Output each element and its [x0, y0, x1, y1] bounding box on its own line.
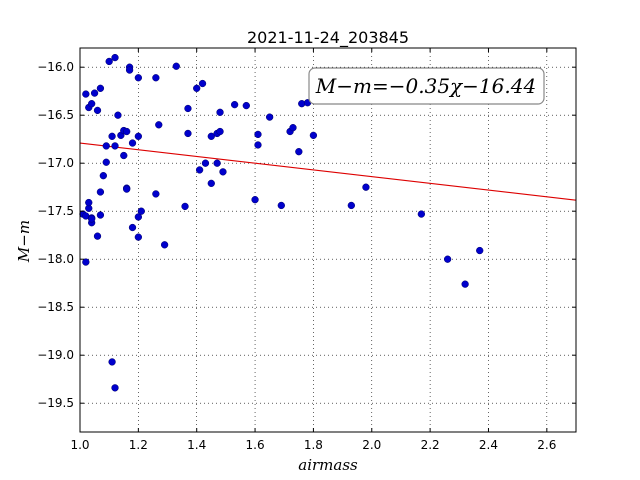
data-point	[90, 89, 99, 97]
x-tick-label: 2.2	[421, 438, 440, 452]
data-point	[362, 183, 370, 191]
data-point	[123, 127, 131, 136]
y-tick-label: −18.0	[37, 252, 74, 266]
data-point	[216, 108, 224, 116]
y-tick-label: −17.0	[37, 156, 74, 170]
data-point	[155, 121, 163, 129]
plot-frame	[79, 47, 577, 433]
data-point	[137, 207, 145, 215]
data-point	[152, 74, 160, 82]
data-point	[207, 132, 215, 140]
fit-line-group	[79, 142, 577, 201]
x-tick-label: 2.0	[362, 438, 381, 452]
x-tick-label: 2.6	[537, 438, 556, 452]
data-point	[277, 201, 285, 210]
data-point	[111, 384, 119, 392]
y-tick-label: −16.5	[37, 108, 74, 122]
x-tick-label: 1.0	[70, 438, 89, 452]
data-point	[82, 90, 90, 98]
data-point	[461, 280, 469, 288]
data-point	[476, 246, 484, 255]
data-point	[120, 151, 128, 160]
data-point	[251, 196, 259, 204]
y-tick-label: −19.5	[37, 396, 74, 410]
data-point	[125, 66, 134, 74]
data-point	[309, 131, 318, 140]
y-tick-label: −18.5	[37, 300, 74, 314]
data-point	[96, 211, 105, 219]
data-point	[82, 258, 90, 266]
data-point	[96, 188, 105, 196]
chart-title: 2021-11-24_203845	[247, 28, 409, 48]
data-point	[265, 113, 274, 121]
data-point	[295, 148, 303, 156]
data-point	[181, 202, 189, 211]
data-point	[207, 179, 215, 188]
fit-line	[79, 142, 577, 201]
data-point	[152, 190, 160, 198]
data-point	[88, 215, 96, 223]
data-point	[184, 104, 192, 113]
x-tick-label: 1.8	[304, 438, 323, 452]
data-point	[254, 130, 262, 139]
y-tick-label: −16.0	[37, 60, 74, 74]
data-point	[219, 168, 227, 176]
data-point	[102, 142, 110, 150]
data-point	[128, 223, 137, 232]
data-point	[102, 158, 110, 166]
data-point	[105, 57, 113, 66]
x-tick-label: 1.4	[187, 438, 206, 452]
data-point	[254, 141, 262, 149]
data-point	[193, 84, 201, 92]
x-tick-label: 2.4	[479, 438, 498, 452]
data-point	[213, 159, 221, 167]
data-points	[79, 53, 484, 392]
data-point	[93, 232, 102, 240]
data-point	[443, 255, 452, 263]
data-point	[289, 124, 297, 132]
data-point	[85, 198, 93, 207]
data-point	[114, 111, 122, 119]
data-point	[134, 132, 143, 140]
data-point	[128, 139, 137, 147]
data-point	[198, 79, 207, 88]
fit-equation-text: M−m=−0.35χ−16.44	[315, 74, 536, 98]
data-point	[88, 100, 96, 108]
fit-equation-frame	[308, 67, 545, 105]
grid	[80, 48, 576, 432]
data-point	[99, 172, 107, 180]
data-point	[417, 210, 426, 218]
data-point	[230, 100, 239, 109]
x-tick-label: 1.6	[246, 438, 265, 452]
data-point	[123, 185, 131, 193]
data-point	[93, 106, 102, 115]
axis-ticks: 1.0 1.2 1.4 1.6 1.8 2.0 2.2 2.4 2.6 −16.0 −16.5 −17…	[37, 48, 576, 452]
data-point	[201, 159, 210, 167]
data-point	[195, 166, 204, 174]
data-point	[216, 127, 224, 136]
data-point	[108, 358, 116, 366]
data-point	[347, 201, 355, 210]
data-point	[172, 62, 180, 70]
y-axis-title: M−m	[15, 220, 33, 263]
data-point	[111, 142, 119, 150]
data-point	[111, 53, 119, 62]
data-point	[242, 101, 250, 110]
fit-equation-box: M−m=−0.35χ−16.44	[308, 67, 545, 105]
data-point	[184, 129, 192, 138]
x-tick-label: 1.2	[129, 438, 148, 452]
x-axis-title: airmass	[298, 456, 358, 474]
y-tick-label: −19.0	[37, 348, 74, 362]
y-tick-label: −17.5	[37, 204, 74, 218]
data-point	[134, 213, 143, 221]
data-point	[160, 241, 169, 249]
data-point	[108, 132, 116, 140]
data-point	[134, 233, 143, 241]
data-point	[96, 84, 105, 92]
data-point	[134, 74, 143, 82]
